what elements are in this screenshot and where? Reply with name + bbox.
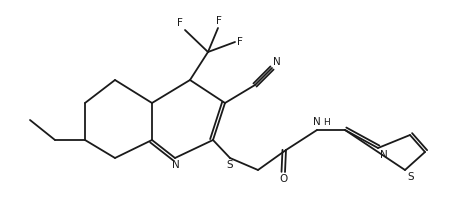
Text: N: N (380, 150, 388, 160)
Text: F: F (177, 18, 183, 28)
Text: N: N (313, 117, 321, 127)
Text: N: N (172, 160, 180, 170)
Text: S: S (227, 160, 233, 170)
Text: S: S (407, 172, 414, 182)
Text: F: F (237, 37, 243, 47)
Text: N: N (273, 57, 281, 67)
Text: H: H (323, 118, 330, 127)
Text: O: O (280, 174, 288, 184)
Text: F: F (216, 16, 222, 26)
